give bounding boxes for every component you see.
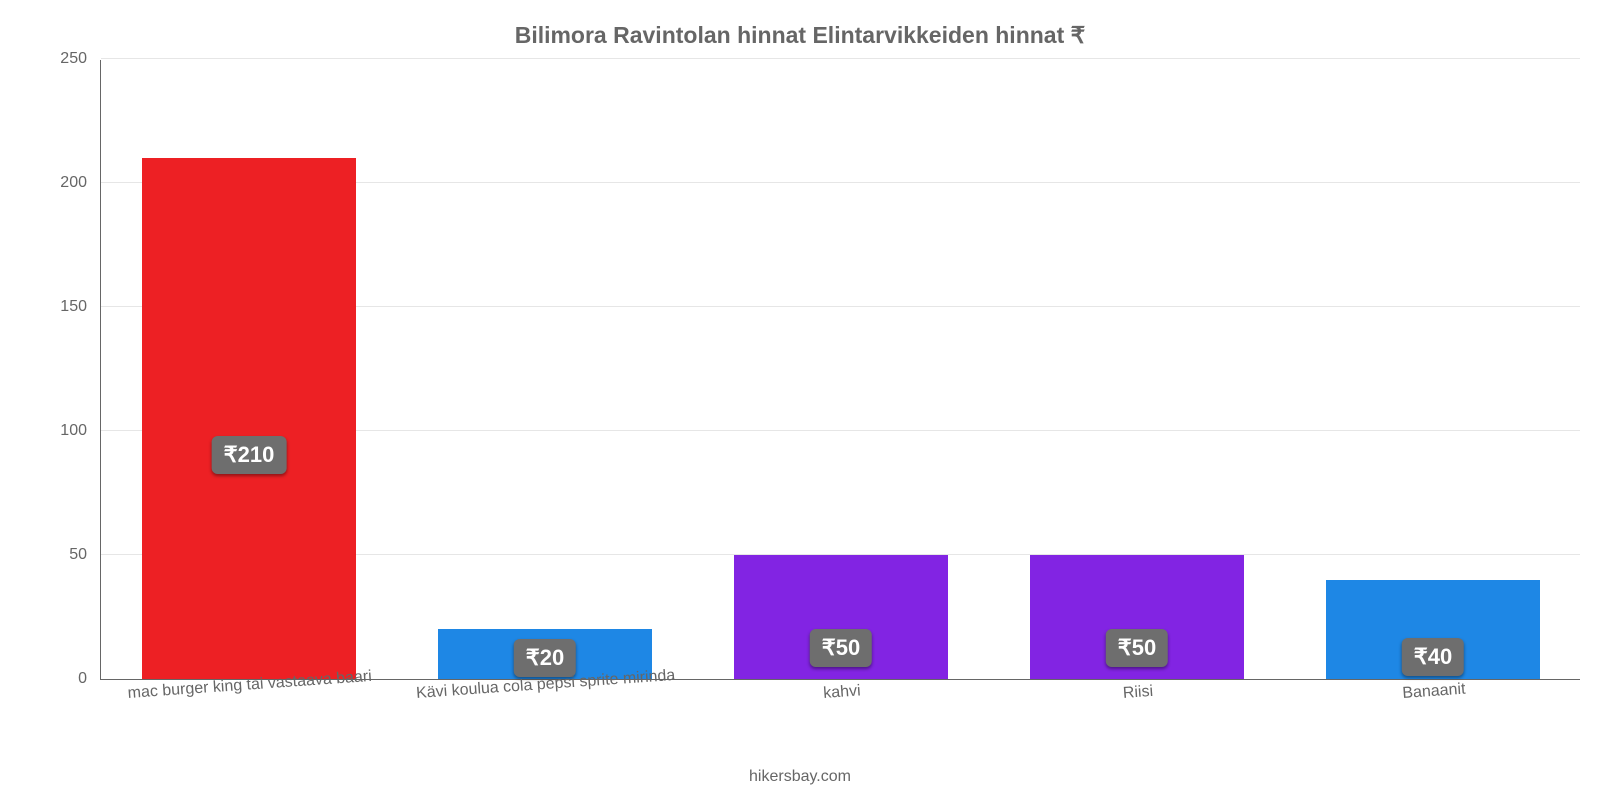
x-tick-label: Banaanit [1401, 675, 1466, 703]
bar-value-label: ₹210 [212, 436, 287, 474]
x-tick-label: Riisi [1122, 677, 1154, 703]
chart-footer: hikersbay.com [0, 768, 1600, 786]
plot-area: 050100150200250₹210mac burger king tai v… [100, 60, 1580, 680]
bar-value-label: ₹50 [810, 629, 872, 667]
gridline [101, 58, 1580, 59]
price-bar-chart: Bilimora Ravintolan hinnat Elintarvikkei… [0, 0, 1600, 800]
bar-value-label: ₹40 [1402, 638, 1464, 676]
chart-title: Bilimora Ravintolan hinnat Elintarvikkei… [0, 22, 1600, 49]
y-tick-label: 200 [60, 174, 101, 192]
y-tick-label: 0 [78, 670, 101, 688]
y-tick-label: 150 [60, 298, 101, 316]
bar: ₹40 [1326, 580, 1539, 679]
bar-value-label: ₹50 [1106, 629, 1168, 667]
y-tick-label: 50 [69, 546, 101, 564]
y-tick-label: 250 [60, 50, 101, 68]
bar: ₹50 [1030, 555, 1243, 679]
bar: ₹50 [734, 555, 947, 679]
x-tick-label: kahvi [822, 676, 861, 703]
bar: ₹210 [142, 158, 355, 679]
y-tick-label: 100 [60, 422, 101, 440]
